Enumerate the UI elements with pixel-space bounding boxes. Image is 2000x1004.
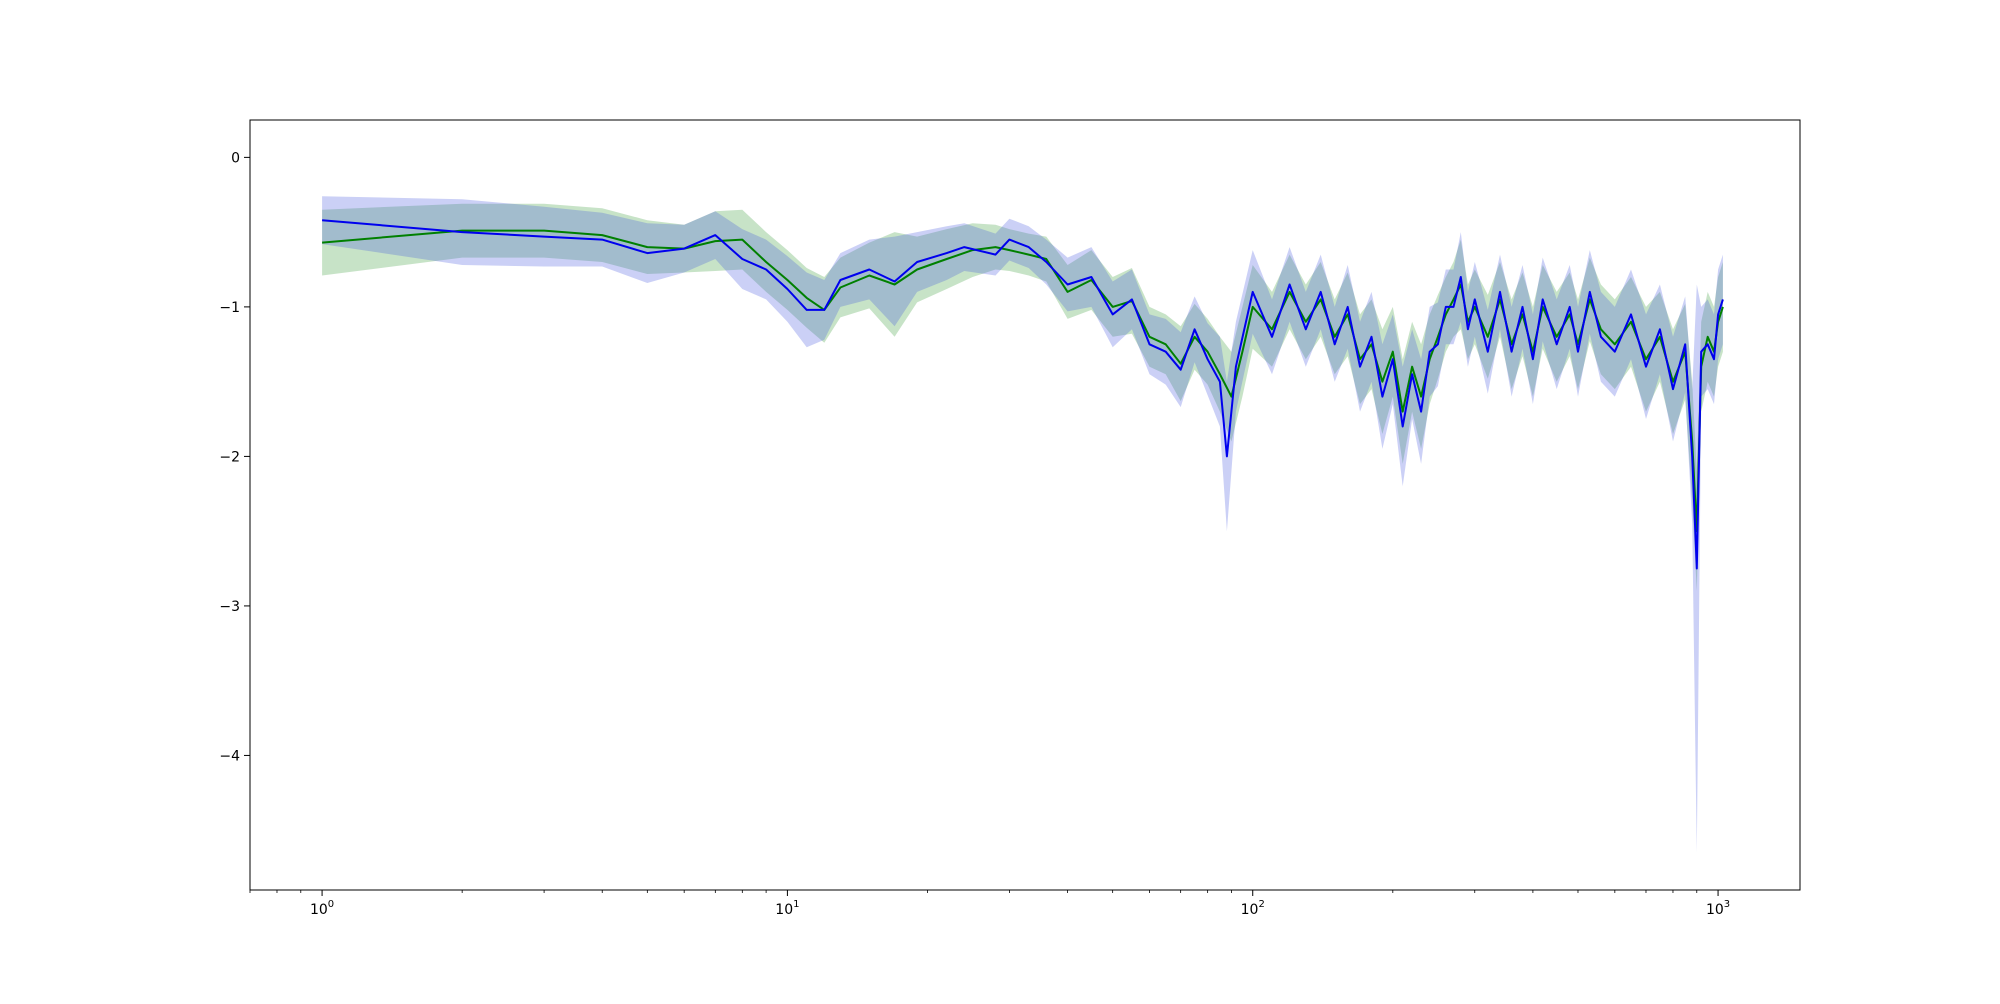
confidence-bands bbox=[322, 196, 1723, 853]
y-tick-label: −2 bbox=[219, 449, 240, 465]
series-lines bbox=[322, 219, 1724, 570]
series-1-band bbox=[322, 203, 1723, 591]
y-tick-label: −4 bbox=[219, 748, 240, 764]
y-tick-label: 0 bbox=[231, 150, 240, 166]
plot-frame bbox=[249, 119, 1801, 891]
y-tick-label: −1 bbox=[219, 300, 240, 316]
series-1-line bbox=[322, 229, 1724, 533]
series-2-line bbox=[322, 219, 1724, 570]
y-tick-label: −3 bbox=[219, 599, 240, 615]
series-2-band bbox=[322, 196, 1723, 853]
